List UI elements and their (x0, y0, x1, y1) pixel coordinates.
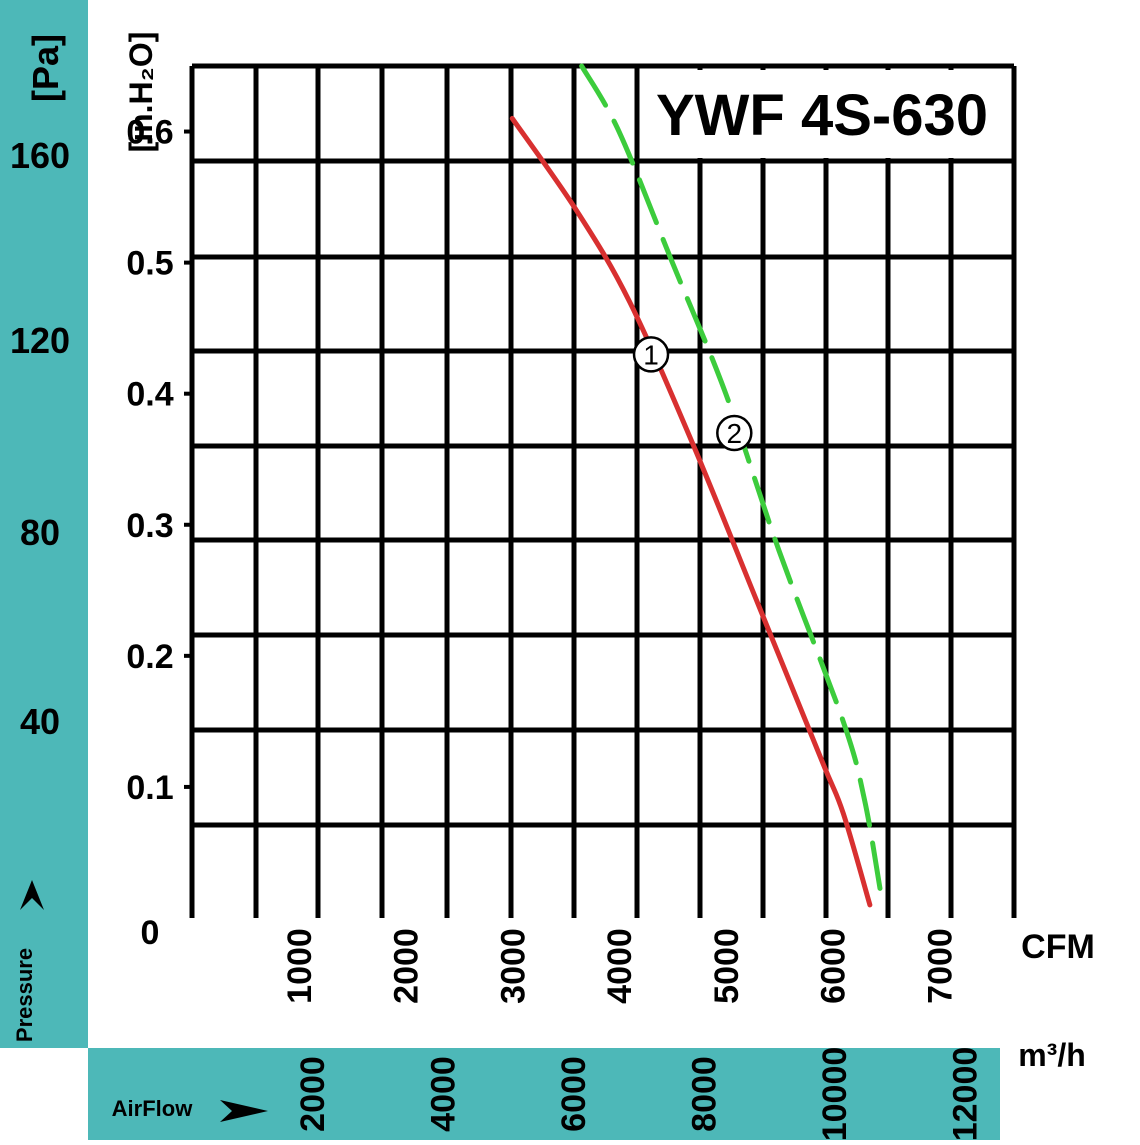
m3h-unit-label: m³/h (1018, 1037, 1086, 1073)
curve-layer (509, 63, 884, 908)
cfm-tick-label: 4000 (601, 928, 639, 1004)
inh2o-tick-label: 0.4 (126, 376, 173, 414)
m3h-tick-label: 2000 (294, 1056, 332, 1132)
up-arrow-icon (20, 880, 44, 910)
m3h-tick-label: 12000 (947, 1047, 985, 1140)
chart-title: YWF 4S-630 (656, 83, 988, 148)
grid-layer (189, 63, 1017, 918)
inh2o-tick-label: 0.2 (126, 638, 173, 676)
tick-label-layer: 0.6 0.5 0.4 0.3 0.2 0.1 0 160 120 80 40 1000 2000 300… (10, 114, 985, 1142)
m3h-tick-label: 4000 (425, 1056, 463, 1132)
m3h-tick-label: 8000 (686, 1056, 724, 1132)
pa-tick-label: 80 (20, 512, 60, 553)
inh2o-tick-label: 0.5 (126, 245, 173, 283)
series-2-line (579, 63, 884, 895)
pa-tick-label: 160 (10, 135, 70, 176)
series-2-marker-circle (716, 414, 753, 452)
inh2o-tick-label: 0 (141, 914, 160, 952)
inh2o-tick-label: 0.6 (126, 114, 173, 152)
cfm-tick-label: 5000 (708, 928, 746, 1004)
series-1-line (509, 115, 873, 908)
series-1-marker-label: 1 (643, 339, 659, 370)
pa-tick-label: 120 (10, 320, 70, 361)
airflow-caption: AirFlow (112, 1096, 194, 1121)
cfm-tick-label: 2000 (388, 928, 426, 1004)
m3h-tick-label: 10000 (816, 1047, 854, 1140)
title-box (640, 70, 1002, 158)
inh2o-tick-label: 0.3 (126, 507, 173, 545)
cfm-tick-label: 3000 (494, 928, 532, 1004)
inh2o-tick-label: 0.1 (126, 769, 173, 807)
pa-unit-label: [Pa] (25, 34, 66, 102)
series-1-marker-circle (632, 336, 670, 373)
pressure-caption: Pressure (12, 948, 37, 1042)
series-2-marker-label: 2 (727, 418, 743, 449)
left-axis-panel (0, 0, 88, 1048)
inh2o-unit-label: [in.H₂O] (123, 32, 159, 153)
cfm-tick-label: 1000 (281, 928, 319, 1004)
right-arrow-icon (220, 1100, 268, 1122)
series-marker-layer: 12 (632, 336, 753, 452)
cfm-tick-label: 6000 (815, 928, 853, 1004)
pa-tick-label: 40 (20, 701, 60, 742)
cfm-unit-label: CFM (1021, 928, 1095, 966)
m3h-tick-label: 6000 (555, 1056, 593, 1132)
bottom-axis-panel (88, 1048, 1000, 1140)
cfm-tick-label: 7000 (921, 928, 959, 1004)
